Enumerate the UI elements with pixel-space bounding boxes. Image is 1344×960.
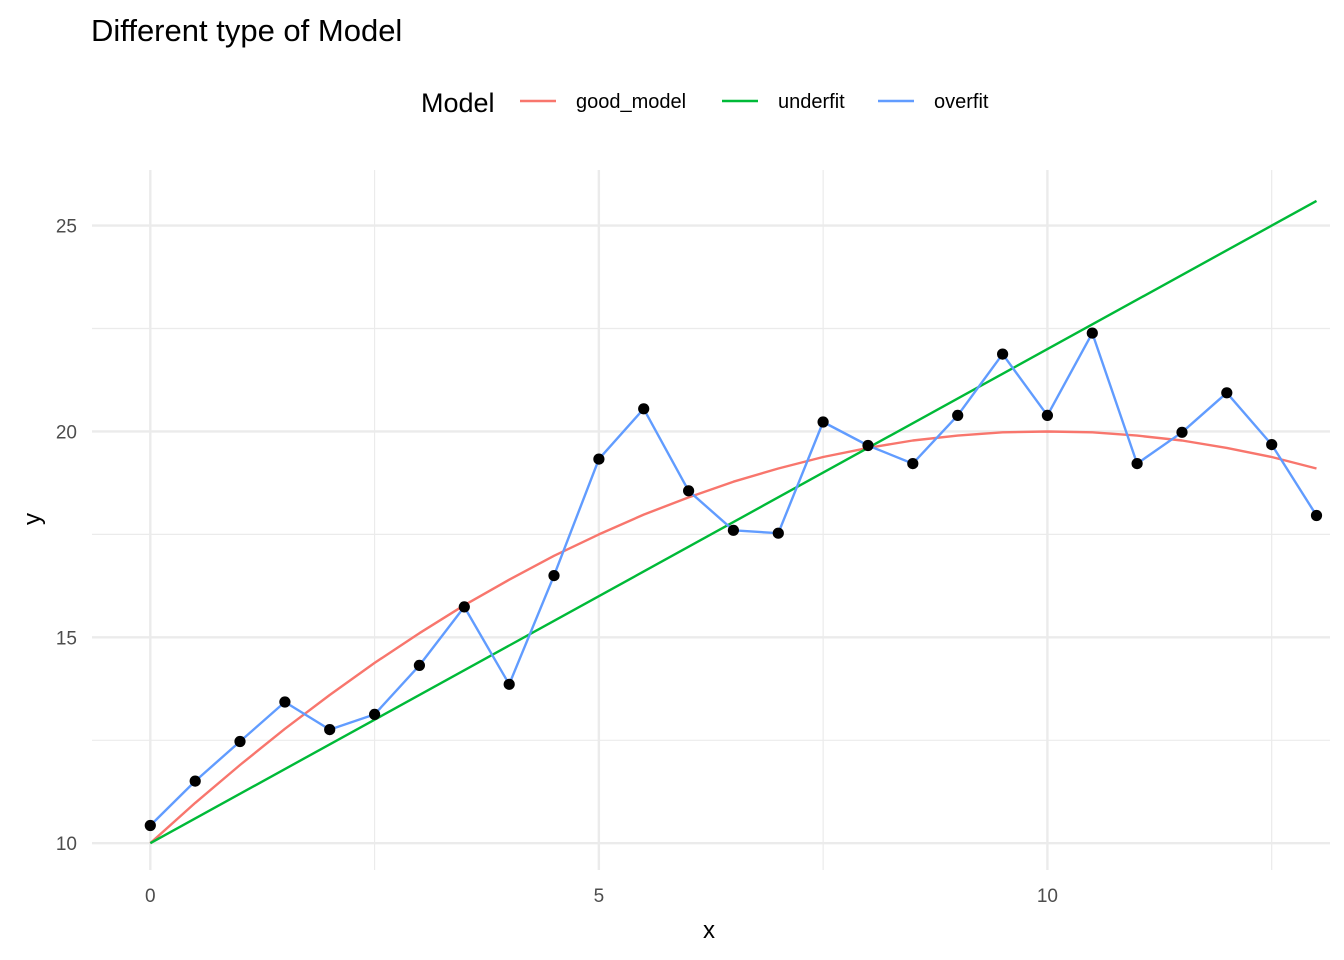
x-tick-label: 10 <box>1037 886 1058 907</box>
data-point <box>458 601 470 613</box>
data-point <box>638 403 650 415</box>
data-point <box>952 409 964 421</box>
data-point <box>1266 439 1278 451</box>
x-axis-ticks: 0 5 10 <box>145 886 1058 907</box>
data-point <box>817 416 829 428</box>
data-point <box>548 570 560 582</box>
data-point <box>324 724 336 736</box>
data-point <box>503 678 515 690</box>
series-lines <box>149 199 1318 845</box>
legend-label-overfit: overfit <box>934 91 989 113</box>
data-point <box>1041 409 1053 421</box>
data-point <box>1086 327 1098 339</box>
legend-entries: good_model underfit overfit <box>520 91 989 113</box>
series-line-good_model <box>149 430 1317 845</box>
data-point <box>279 696 291 708</box>
x-tick-label: 0 <box>145 886 156 907</box>
data-point <box>997 348 1009 360</box>
x-tick-label: 5 <box>594 886 605 907</box>
data-point <box>413 659 425 672</box>
grid <box>92 170 1330 870</box>
data-point <box>862 439 874 452</box>
data-point <box>369 708 381 721</box>
x-axis-label: x <box>703 917 715 944</box>
data-point <box>1131 458 1143 470</box>
y-axis-ticks: 10 15 20 25 <box>56 217 77 856</box>
data-points <box>144 327 1323 832</box>
data-point <box>1176 426 1188 438</box>
data-point <box>144 819 156 832</box>
legend: Model good_model underfit overfit <box>421 88 989 118</box>
series-line-underfit <box>149 199 1318 845</box>
data-point <box>1310 509 1323 522</box>
chart-title: Different type of Model <box>91 13 402 48</box>
legend-label-underfit: underfit <box>778 91 845 113</box>
y-tick-label: 20 <box>56 422 77 443</box>
data-point <box>234 735 246 748</box>
data-point <box>1221 387 1233 399</box>
data-point <box>683 485 695 497</box>
data-point <box>772 527 784 539</box>
data-point <box>593 453 605 465</box>
y-tick-label: 25 <box>56 217 77 238</box>
data-point <box>189 775 201 787</box>
data-point <box>907 458 919 470</box>
y-tick-label: 10 <box>56 834 77 855</box>
y-axis-label: y <box>19 513 46 525</box>
data-point <box>727 524 740 536</box>
legend-label-good_model: good_model <box>576 91 686 113</box>
series-line-overfit <box>149 331 1318 827</box>
y-tick-label: 15 <box>56 628 77 649</box>
legend-title: Model <box>421 88 495 118</box>
